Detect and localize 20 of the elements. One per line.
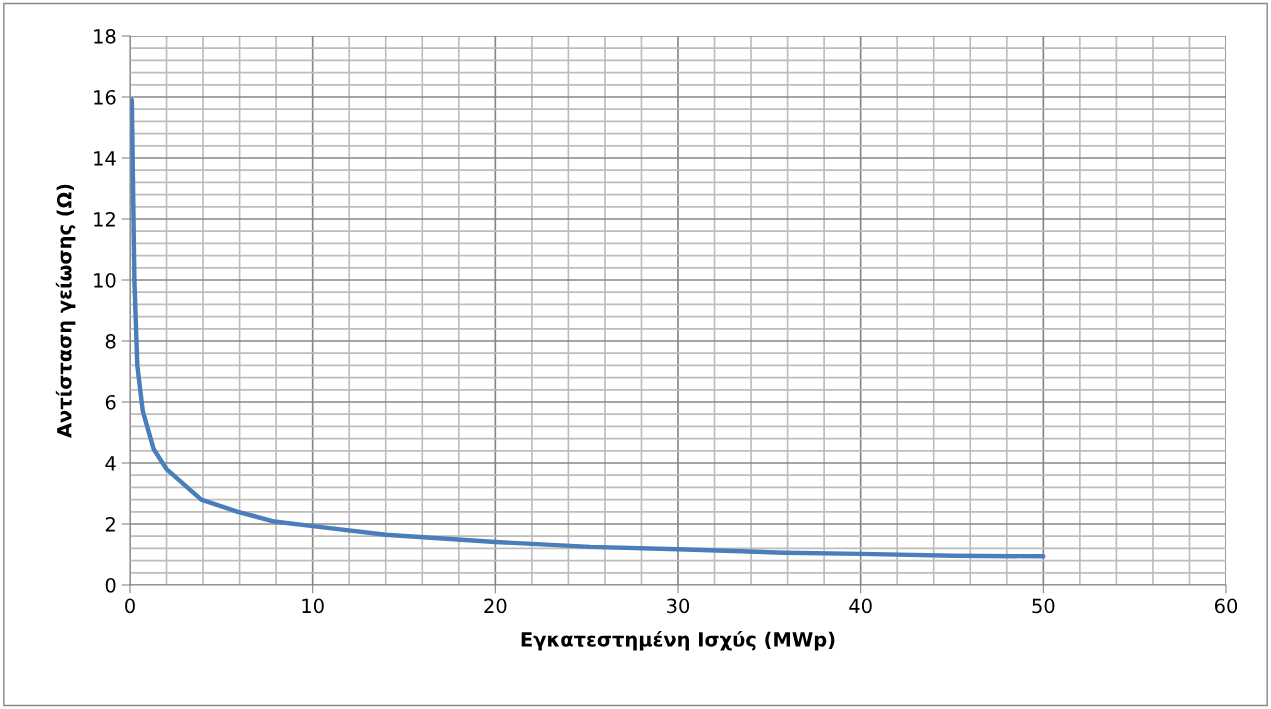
y-tick-label: 18: [94, 28, 116, 44]
x-tick-label: 40: [849, 598, 872, 614]
x-tick-label: 60: [1214, 598, 1238, 614]
x-axis-title: Εγκατεστημένη Ισχύς (MWp): [521, 630, 835, 651]
y-axis-title: Αντίσταση γείωσης (Ω): [55, 184, 76, 438]
y-tick-label: 6: [105, 394, 116, 410]
y-tick-label: 14: [94, 151, 116, 166]
y-tick-label: 4: [105, 456, 116, 471]
y-tick-label: 12: [94, 211, 115, 227]
y-tick-label: 16: [94, 89, 116, 105]
x-tick-label: 30: [667, 598, 690, 614]
x-tick-label: 10: [302, 598, 324, 614]
y-tick-label: 2: [105, 516, 115, 532]
y-tick-label: 10: [94, 272, 116, 288]
line-series: [130, 97, 1046, 559]
y-tick-label: 0: [105, 577, 116, 593]
x-tick-label: 20: [484, 598, 507, 614]
y-tick-label: 8: [105, 333, 116, 349]
x-tick-label: 50: [1032, 598, 1055, 614]
x-tick-label: 0: [125, 598, 135, 614]
